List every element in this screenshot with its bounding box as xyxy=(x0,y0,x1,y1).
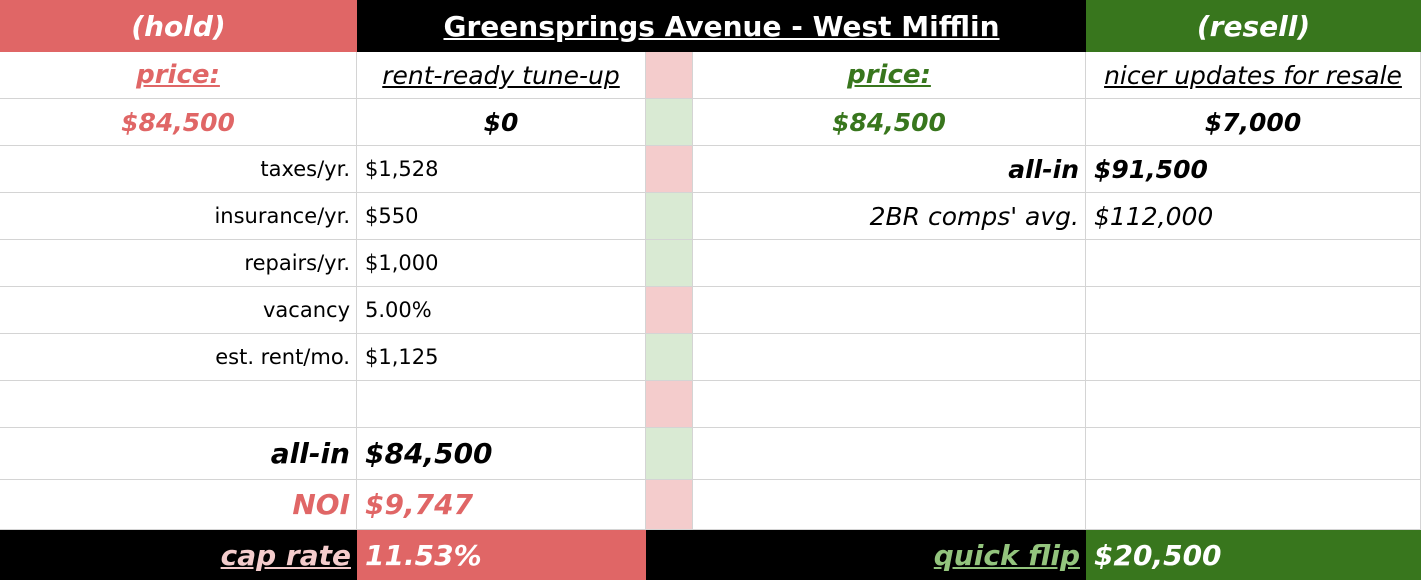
hold-tuneup-label[interactable]: rent-ready tune-up xyxy=(357,52,646,99)
empty-cell[interactable] xyxy=(693,334,1086,381)
empty-cell[interactable] xyxy=(1086,240,1421,287)
empty-cell[interactable] xyxy=(1086,287,1421,334)
empty-cell[interactable] xyxy=(693,381,1086,428)
empty-cell[interactable] xyxy=(357,381,646,428)
divider-cell xyxy=(646,530,693,580)
empty-cell[interactable] xyxy=(1086,334,1421,381)
hold-allin-value[interactable]: $84,500 xyxy=(357,428,646,480)
quick-flip-label[interactable]: quick flip xyxy=(693,530,1086,580)
quick-flip-value[interactable]: $20,500 xyxy=(1086,530,1421,580)
resell-header[interactable]: (resell) xyxy=(1086,0,1421,52)
empty-cell[interactable] xyxy=(693,480,1086,530)
divider-cell xyxy=(646,240,693,287)
divider-cell xyxy=(646,381,693,428)
resell-price-label[interactable]: price: xyxy=(693,52,1086,99)
resell-allin-label[interactable]: all-in xyxy=(693,146,1086,193)
resell-updates-value[interactable]: $7,000 xyxy=(1086,99,1421,146)
empty-cell[interactable] xyxy=(1086,428,1421,480)
taxes-value[interactable]: $1,528 xyxy=(357,146,646,193)
noi-label[interactable]: NOI xyxy=(0,480,357,530)
divider-cell xyxy=(646,193,693,240)
cap-rate-value[interactable]: 11.53% xyxy=(357,530,646,580)
divider-cell xyxy=(646,99,693,146)
divider-cell xyxy=(646,146,693,193)
empty-cell[interactable] xyxy=(1086,480,1421,530)
empty-cell[interactable] xyxy=(0,381,357,428)
vacancy-label[interactable]: vacancy xyxy=(0,287,357,334)
taxes-label[interactable]: taxes/yr. xyxy=(0,146,357,193)
repairs-value[interactable]: $1,000 xyxy=(357,240,646,287)
cap-rate-label[interactable]: cap rate xyxy=(0,530,357,580)
hold-header[interactable]: (hold) xyxy=(0,0,357,52)
resell-allin-value[interactable]: $91,500 xyxy=(1086,146,1421,193)
comps-label[interactable]: 2BR comps' avg. xyxy=(693,193,1086,240)
comps-value[interactable]: $112,000 xyxy=(1086,193,1421,240)
insurance-value[interactable]: $550 xyxy=(357,193,646,240)
hold-price-value[interactable]: $84,500 xyxy=(0,99,357,146)
rent-value[interactable]: $1,125 xyxy=(357,334,646,381)
empty-cell[interactable] xyxy=(693,240,1086,287)
empty-cell[interactable] xyxy=(693,428,1086,480)
empty-cell[interactable] xyxy=(693,287,1086,334)
divider-cell xyxy=(646,287,693,334)
divider-cell xyxy=(646,428,693,480)
divider-cell xyxy=(646,52,693,99)
hold-tuneup-value[interactable]: $0 xyxy=(357,99,646,146)
vacancy-value[interactable]: 5.00% xyxy=(357,287,646,334)
repairs-label[interactable]: repairs/yr. xyxy=(0,240,357,287)
noi-value[interactable]: $9,747 xyxy=(357,480,646,530)
sheet-title[interactable]: Greensprings Avenue - West Mifflin xyxy=(357,0,1086,52)
hold-price-label[interactable]: price: xyxy=(0,52,357,99)
resell-price-value[interactable]: $84,500 xyxy=(693,99,1086,146)
empty-cell[interactable] xyxy=(1086,381,1421,428)
divider-cell xyxy=(646,480,693,530)
divider-cell xyxy=(646,334,693,381)
hold-allin-label[interactable]: all-in xyxy=(0,428,357,480)
resell-updates-label[interactable]: nicer updates for resale xyxy=(1086,52,1421,99)
insurance-label[interactable]: insurance/yr. xyxy=(0,193,357,240)
rent-label[interactable]: est. rent/mo. xyxy=(0,334,357,381)
